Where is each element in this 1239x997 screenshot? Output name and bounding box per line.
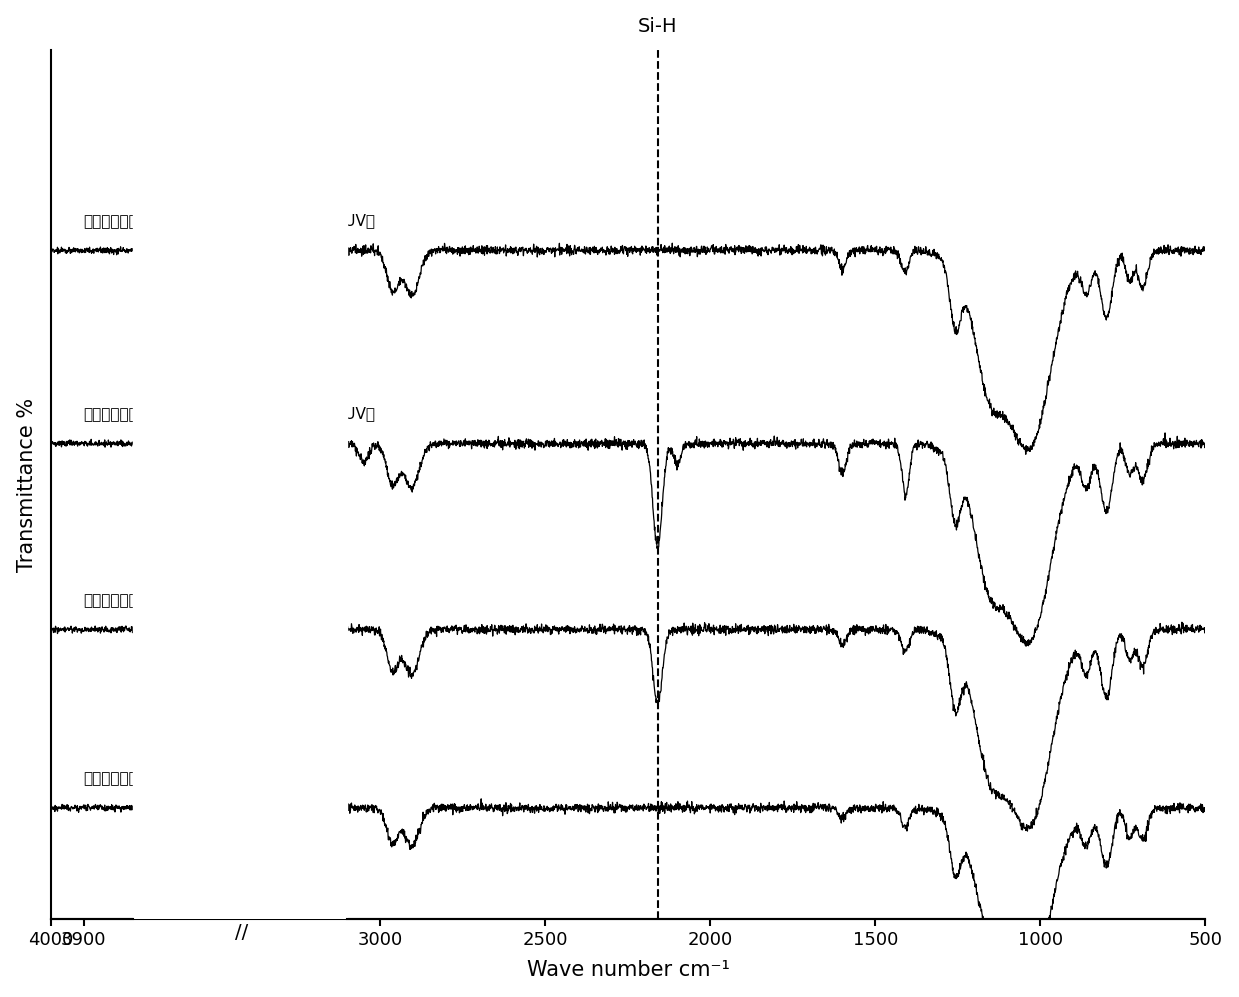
Bar	[133, 938, 347, 956]
Text: 傑基含氢的聚硬氧烷+四甲基四乙烯基环四硬氧烷+1173-UV前: 傑基含氢的聚硬氧烷+四甲基四乙烯基环四硬氧烷+1173-UV前	[83, 407, 375, 422]
Text: 傑基含氢的聚硬氧烷+1173-UV后: 傑基含氢的聚硬氧烷+1173-UV后	[83, 592, 253, 607]
Y-axis label: Transmittance %: Transmittance %	[16, 398, 37, 571]
Text: 四甲基四乙烯基环四硬氧烷+1173-UV后: 四甲基四乙烯基环四硬氧烷+1173-UV后	[83, 771, 281, 786]
Text: 傑基含氢的聚硬氧烷+四甲基四乙烯基环四硬氧烷+1173-UV后: 傑基含氢的聚硬氧烷+四甲基四乙烯基环四硬氧烷+1173-UV后	[83, 213, 375, 228]
X-axis label: Wave number cm⁻¹: Wave number cm⁻¹	[527, 960, 730, 980]
Bar	[133, 0, 347, 942]
Text: //: //	[235, 923, 249, 942]
Text: Si-H: Si-H	[638, 17, 678, 36]
